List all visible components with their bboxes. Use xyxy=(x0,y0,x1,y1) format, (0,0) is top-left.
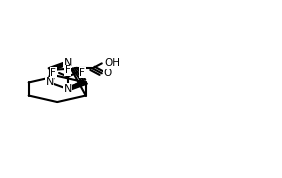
Text: F: F xyxy=(50,68,56,78)
Text: OH: OH xyxy=(105,58,121,68)
Text: O: O xyxy=(103,68,111,78)
Text: N: N xyxy=(63,84,72,94)
Text: F: F xyxy=(65,65,71,75)
Text: F: F xyxy=(79,68,85,78)
Text: N: N xyxy=(46,77,54,87)
Text: N: N xyxy=(63,58,72,68)
